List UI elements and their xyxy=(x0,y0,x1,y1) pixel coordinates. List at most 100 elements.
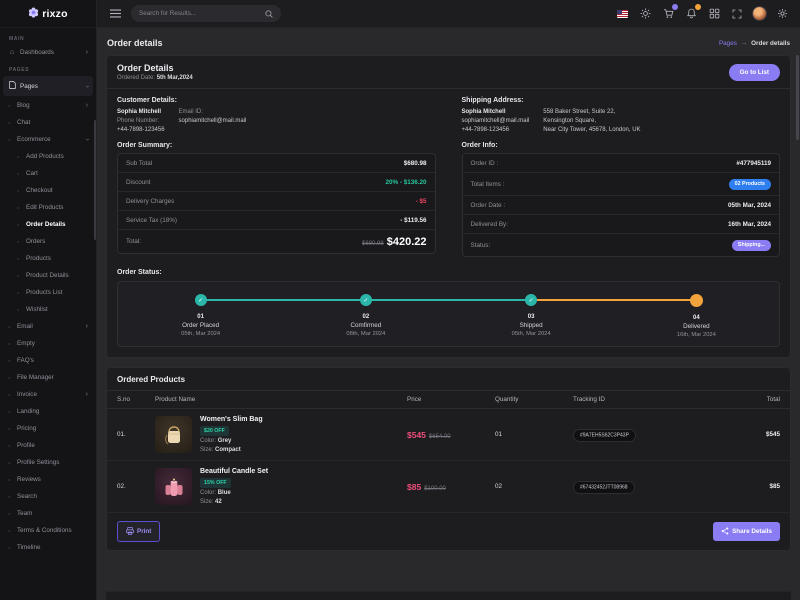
sidebar-item-faqs[interactable]: ○ FAQ's xyxy=(8,357,34,364)
tracking-id-badge: #67432452JTT08968 xyxy=(573,480,635,494)
sidebar-item-timeline[interactable]: ○ Timeline xyxy=(8,544,41,551)
bullet-icon: ○ xyxy=(17,188,20,193)
sidebar-item-products[interactable]: ○ Products xyxy=(17,255,51,262)
sidebar-item-products-list[interactable]: ○ Products List xyxy=(17,289,63,296)
order-status-section: Order Status: ✓ 01 Order Placed 05th, Ma… xyxy=(107,267,790,357)
bullet-icon: ○ xyxy=(17,290,20,295)
search-input[interactable] xyxy=(139,10,259,17)
shipping-address: Sophia Mitchell sophiamitchell@mail.mail… xyxy=(462,108,781,135)
bullet-icon: ○ xyxy=(17,256,20,261)
product-sn: 02. xyxy=(117,483,126,490)
sidebar-item-ecommerce[interactable]: ○ Ecommerce › xyxy=(8,136,91,143)
bullet-icon: ○ xyxy=(8,477,11,482)
sidebar-nav: MAIN ⌂ Dashboards › PAGES Pages › ○ Blog… xyxy=(0,28,96,600)
brand-logo[interactable]: rixzo xyxy=(0,0,96,28)
bell-icon[interactable] xyxy=(683,3,701,22)
sidebar-item-pages[interactable]: Pages › xyxy=(3,76,93,96)
discount-badge: 15% OFF xyxy=(200,477,231,488)
product-row-womens-slim-bag[interactable]: 01. Women's Slim Bag $20 OFF Color: Grey… xyxy=(107,409,790,461)
sidebar-item-team[interactable]: ○ Team xyxy=(8,510,33,517)
total-old-value: $680.98 xyxy=(362,240,384,247)
breadcrumb-parent[interactable]: Pages xyxy=(718,39,737,47)
info-row-order-date: Order Date : 05th Mar, 2024 xyxy=(462,196,779,215)
sidebar-item-chat[interactable]: ○ Chat xyxy=(8,119,31,126)
chevron-down-icon: › xyxy=(83,138,91,141)
order-status-timeline: ✓ 01 Order Placed 05th, Mar 2024 ✓ 02 Co… xyxy=(117,281,780,347)
share-details-button[interactable]: Share Details xyxy=(713,522,780,541)
sidebar-item-reviews[interactable]: ○ Reviews xyxy=(8,476,41,483)
shipping-info-column: Shipping Address: Sophia Mitchell sophia… xyxy=(461,97,781,265)
summary-row-discount: Discount 20% - $136.20 xyxy=(118,173,435,192)
chevron-right-icon: › xyxy=(85,49,88,56)
check-icon: ✓ xyxy=(194,294,207,306)
summary-row-subtotal: Sub Total $680.98 xyxy=(118,154,435,173)
sidebar-item-email[interactable]: ○ Email › xyxy=(8,323,88,330)
product-row-beautiful-candle-set[interactable]: 02. Beautiful Candle Set 15% OFF Color: … xyxy=(107,461,790,513)
main-area: Order details Pages → Order details Orde… xyxy=(97,0,800,600)
search-bar[interactable] xyxy=(131,5,281,22)
go-to-list-button[interactable]: Go to List xyxy=(728,63,780,81)
sidebar: rixzo MAIN ⌂ Dashboards › PAGES Pages › … xyxy=(0,0,97,600)
product-color: Color: Blue xyxy=(200,490,231,496)
sidebar-item-profile[interactable]: ○ Profile xyxy=(8,442,35,449)
products-card-footer: Print Share Details xyxy=(107,513,790,550)
sidebar-item-blog[interactable]: ○ Blog › xyxy=(8,102,88,109)
discount-badge: $20 OFF xyxy=(200,425,229,436)
bullet-icon: ○ xyxy=(8,358,11,363)
search-icon[interactable] xyxy=(265,5,273,23)
timeline-step-shipped: ✓ 03 Shipped 05th, Mar 2024 xyxy=(449,294,614,338)
sidebar-item-edit-products[interactable]: ○ Edit Products xyxy=(17,204,64,211)
main-scrollbar[interactable] xyxy=(796,55,799,140)
order-details-card: Order Details Ordered Date: 5th Mar,2024… xyxy=(106,55,791,358)
product-image-bag[interactable] xyxy=(155,416,192,453)
sidebar-item-file-manager[interactable]: ○ File Manager xyxy=(8,374,54,381)
apps-grid-icon[interactable] xyxy=(706,6,722,22)
sidebar-item-pricing[interactable]: ○ Pricing xyxy=(8,425,37,432)
topbar-actions xyxy=(614,3,790,22)
order-id-value: #477945119 xyxy=(736,159,771,167)
bullet-icon: ○ xyxy=(8,460,11,465)
sidebar-scrollbar[interactable] xyxy=(94,120,96,240)
file-icon xyxy=(8,81,16,91)
page-header: Order details Pages → Order details xyxy=(106,34,791,55)
sidebar-item-checkout[interactable]: ○ Checkout xyxy=(17,187,53,194)
sidebar-item-dashboards[interactable]: ⌂ Dashboards › xyxy=(9,48,88,57)
sidebar-item-landing[interactable]: ○ Landing xyxy=(8,408,40,415)
sidebar-item-orders[interactable]: ○ Orders xyxy=(17,238,46,245)
settings-gear-icon[interactable] xyxy=(774,6,790,22)
sidebar-item-profile-settings[interactable]: ○ Profile Settings xyxy=(8,459,60,466)
bullet-icon: ○ xyxy=(17,307,20,312)
user-avatar[interactable] xyxy=(752,6,767,21)
language-flag-icon[interactable] xyxy=(614,6,630,22)
sidebar-item-product-details[interactable]: ○ Product Details xyxy=(17,272,69,279)
bullet-icon: ○ xyxy=(8,324,11,329)
sidebar-item-terms-conditions[interactable]: ○ Terms & Conditions xyxy=(8,527,72,534)
sidebar-item-invoice[interactable]: ○ Invoice › xyxy=(8,391,88,398)
sidebar-item-cart[interactable]: ○ Cart xyxy=(17,170,38,177)
sidebar-item-add-products[interactable]: ○ Add Products xyxy=(17,153,64,160)
info-row-order-id: Order ID : #477945119 xyxy=(462,154,779,173)
product-name[interactable]: Beautiful Candle Set xyxy=(200,468,269,475)
ordered-date: Ordered Date: 5th Mar,2024 xyxy=(117,75,193,81)
theme-toggle-sun-icon[interactable] xyxy=(637,6,653,22)
sidebar-item-wishlist[interactable]: ○ Wishlist xyxy=(17,306,48,313)
timeline-step-delivered: 04 Delivered 16th, Mar 2024 xyxy=(614,294,779,338)
product-image-candle[interactable] xyxy=(155,468,192,505)
chevron-right-icon: › xyxy=(85,391,88,398)
nav-section-pages: PAGES xyxy=(9,67,30,73)
sidebar-item-empty[interactable]: ○ Empty xyxy=(8,340,35,347)
print-button[interactable]: Print xyxy=(117,521,161,542)
menu-toggle-icon[interactable] xyxy=(107,6,123,22)
fullscreen-icon[interactable] xyxy=(729,6,745,22)
sidebar-item-order-details[interactable]: ○ Order Details xyxy=(17,221,66,228)
product-name[interactable]: Women's Slim Bag xyxy=(200,416,263,423)
product-quantity: 02 xyxy=(495,483,503,490)
product-total: $85 xyxy=(769,483,780,490)
order-summary-heading: Order Summary: xyxy=(117,142,173,149)
sidebar-item-search[interactable]: ○ Search xyxy=(8,493,37,500)
ordered-products-heading: Ordered Products xyxy=(117,375,186,384)
customer-phone: +44-7898-123456 xyxy=(117,127,165,133)
cart-icon[interactable] xyxy=(660,3,678,22)
product-price: $545 $654.00 xyxy=(407,429,451,440)
summary-row-total: Total: $680.98 $420.22 xyxy=(126,235,427,248)
